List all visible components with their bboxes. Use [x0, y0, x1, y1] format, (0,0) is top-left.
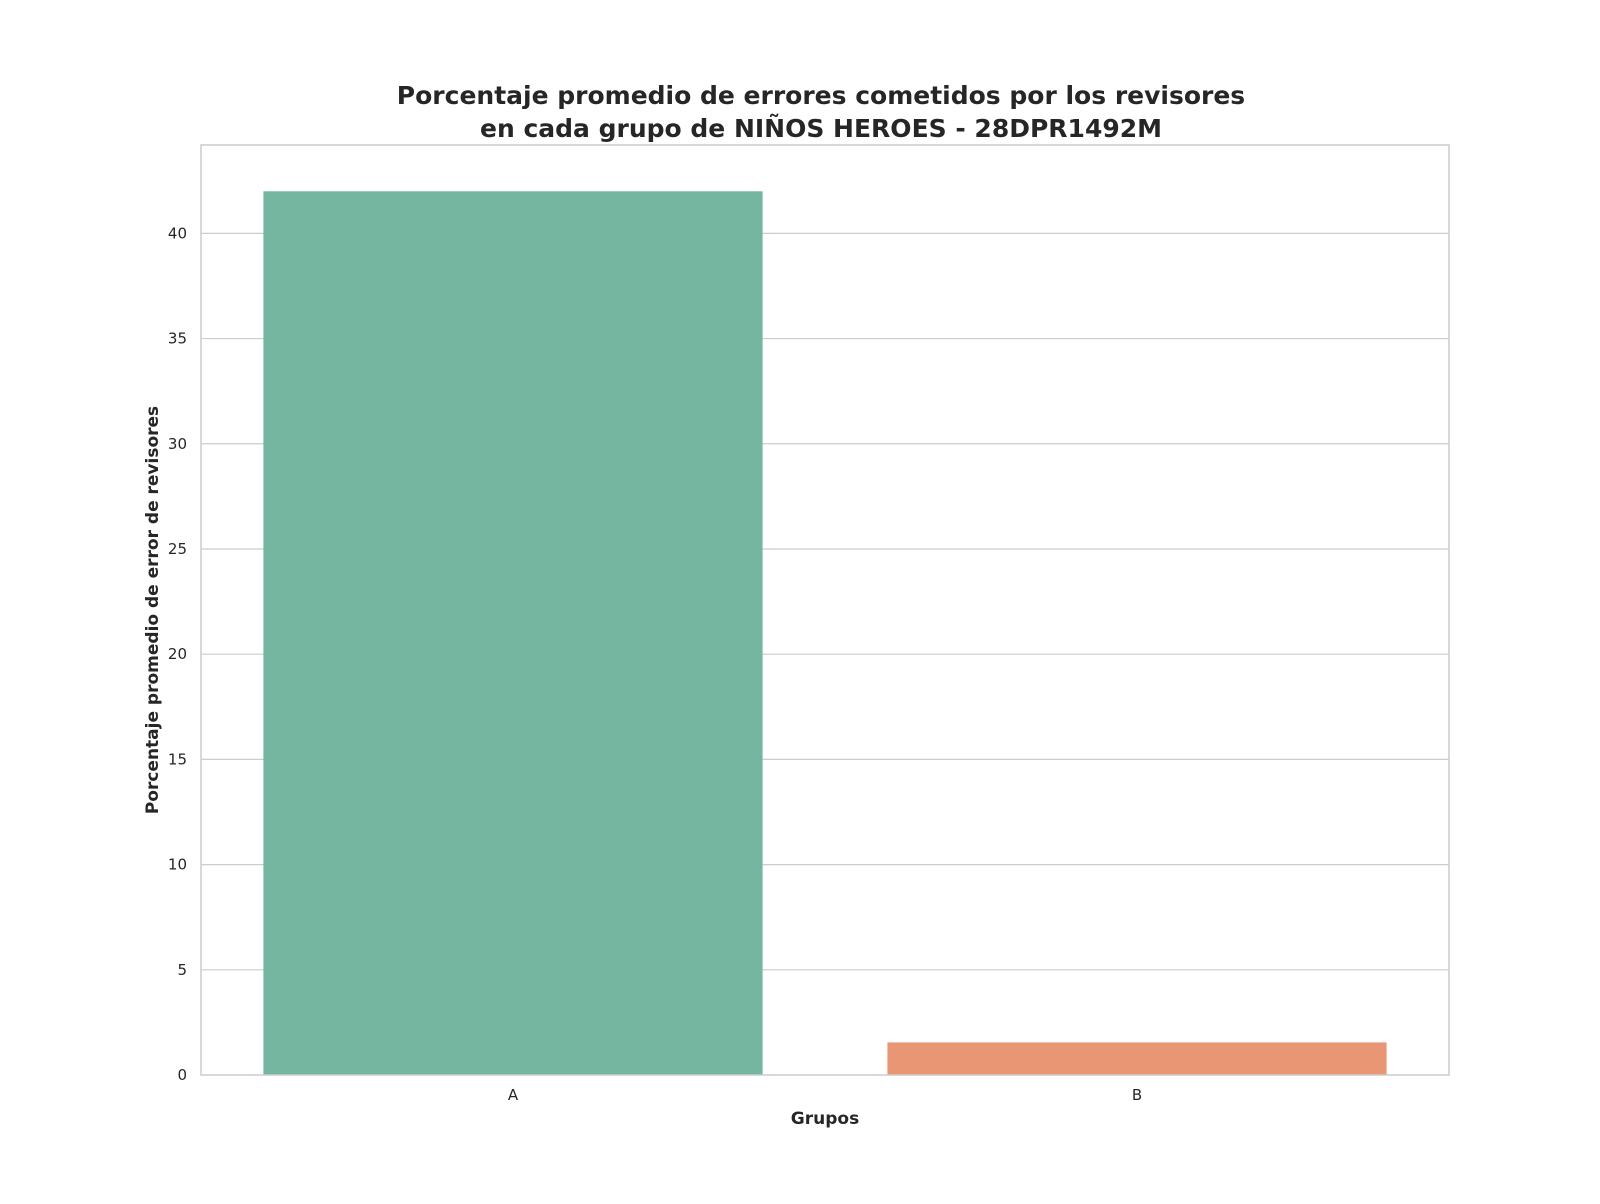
y-tick-layer: 0 5 10 15 20 25 30 35 40: [168, 224, 187, 1084]
bar-b: [887, 1042, 1387, 1075]
y-tick-label: 15: [168, 750, 187, 768]
y-tick-label: 5: [177, 961, 187, 979]
bar-layer: [263, 191, 1387, 1075]
x-tick-label: B: [1132, 1086, 1142, 1104]
chart-title-line-2: en cada grupo de NIÑOS HEROES - 28DPR149…: [480, 114, 1162, 143]
x-axis-label: Grupos: [791, 1109, 859, 1129]
y-tick-label: 40: [168, 224, 187, 242]
chart-title-line-1: Porcentaje promedio de errores cometidos…: [397, 81, 1245, 110]
y-tick-label: 25: [168, 540, 187, 558]
y-tick-label: 35: [168, 330, 187, 348]
y-tick-label: 20: [168, 645, 187, 663]
y-tick-label: 30: [168, 435, 187, 453]
x-tick-label: A: [508, 1086, 519, 1104]
y-axis-label: Porcentaje promedio de error de revisore…: [143, 406, 163, 814]
y-tick-label: 10: [168, 856, 187, 874]
plot-frame: [200, 144, 1450, 1076]
y-tick-label: 0: [177, 1066, 187, 1084]
bar-a: [263, 191, 763, 1075]
